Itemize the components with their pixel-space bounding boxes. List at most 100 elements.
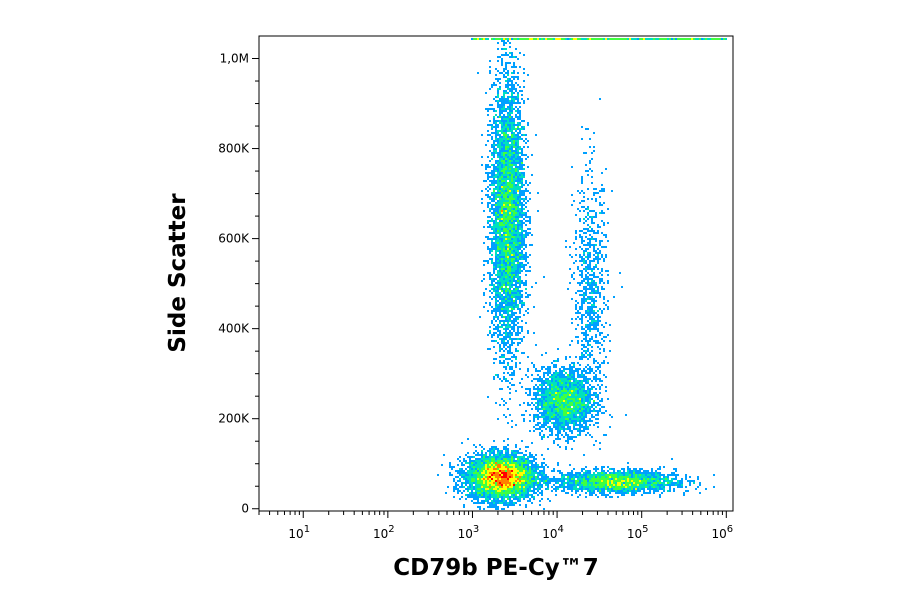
event-dot <box>511 240 513 242</box>
event-dot <box>545 422 547 424</box>
event-dot <box>551 384 553 386</box>
event-dot <box>541 382 543 384</box>
event-dot <box>611 474 613 476</box>
event-dot <box>473 466 475 468</box>
event-dot <box>507 470 509 472</box>
event-dot <box>505 66 507 68</box>
event-dot <box>593 402 595 404</box>
event-dot <box>495 446 497 448</box>
event-dot <box>549 398 551 400</box>
event-dot <box>499 338 501 340</box>
event-dot <box>503 322 505 324</box>
event-dot <box>515 208 517 210</box>
event-dot <box>515 338 517 340</box>
event-dot <box>511 480 513 482</box>
event-dot <box>529 456 531 458</box>
event-dot <box>717 38 719 40</box>
event-dot <box>591 320 593 322</box>
event-dot <box>487 226 489 228</box>
event-dot <box>495 460 497 462</box>
event-dot <box>593 322 595 324</box>
event-dot <box>681 38 683 40</box>
event-dot <box>507 450 509 452</box>
event-dot <box>595 264 597 266</box>
event-dot <box>555 396 557 398</box>
event-dot <box>587 312 589 314</box>
event-dot <box>515 362 517 364</box>
event-dot <box>489 198 491 200</box>
event-dot <box>517 224 519 226</box>
event-dot <box>501 478 503 480</box>
event-dot <box>559 430 561 432</box>
event-dot <box>513 308 515 310</box>
event-dot <box>517 150 519 152</box>
event-dot <box>575 318 577 320</box>
event-dot <box>511 234 513 236</box>
event-dot <box>515 460 517 462</box>
event-dot <box>503 132 505 134</box>
event-dot <box>501 204 503 206</box>
event-dot <box>497 192 499 194</box>
event-dot <box>553 424 555 426</box>
event-dot <box>463 486 465 488</box>
event-dot <box>525 468 527 470</box>
event-dot <box>519 182 521 184</box>
event-dot <box>637 38 639 40</box>
event-dot <box>497 164 499 166</box>
event-dot <box>575 398 577 400</box>
event-dot <box>627 476 629 478</box>
event-dot <box>571 438 573 440</box>
event-dot <box>525 450 527 452</box>
event-dot <box>491 174 493 176</box>
event-dot <box>507 202 509 204</box>
event-dot <box>537 374 539 376</box>
event-dot <box>507 346 509 348</box>
event-dot <box>579 260 581 262</box>
event-dot <box>507 468 509 470</box>
event-dot <box>531 460 533 462</box>
event-dot <box>591 394 593 396</box>
event-dot <box>513 276 515 278</box>
event-dot <box>517 230 519 232</box>
event-dot <box>539 422 541 424</box>
event-dot <box>449 464 451 466</box>
event-dot <box>521 452 523 454</box>
event-dot <box>513 120 515 122</box>
event-dot <box>593 266 595 268</box>
event-dot <box>505 146 507 148</box>
event-dot <box>513 468 515 470</box>
event-dot <box>523 174 525 176</box>
event-dot <box>555 360 557 362</box>
event-dot <box>567 404 569 406</box>
event-dot <box>549 384 551 386</box>
event-dot <box>559 370 561 372</box>
event-dot <box>491 478 493 480</box>
event-dot <box>599 240 601 242</box>
event-dot <box>525 142 527 144</box>
event-dot <box>543 468 545 470</box>
event-dot <box>583 484 585 486</box>
event-dot <box>513 322 515 324</box>
event-dot <box>563 436 565 438</box>
event-dot <box>521 470 523 472</box>
event-dot <box>607 270 609 272</box>
event-dot <box>677 38 679 40</box>
event-dot <box>587 482 589 484</box>
event-dot <box>581 300 583 302</box>
event-dot <box>521 464 523 466</box>
event-dot <box>489 462 491 464</box>
event-dot <box>505 262 507 264</box>
event-dot <box>521 190 523 192</box>
event-dot <box>503 460 505 462</box>
event-dot <box>513 302 515 304</box>
event-dot <box>499 320 501 322</box>
event-dot <box>539 434 541 436</box>
event-dot <box>585 236 587 238</box>
event-dot <box>497 180 499 182</box>
event-dot <box>513 284 515 286</box>
event-dot <box>503 182 505 184</box>
event-dot <box>539 404 541 406</box>
event-dot <box>617 480 619 482</box>
event-dot <box>589 402 591 404</box>
event-dot <box>515 102 517 104</box>
